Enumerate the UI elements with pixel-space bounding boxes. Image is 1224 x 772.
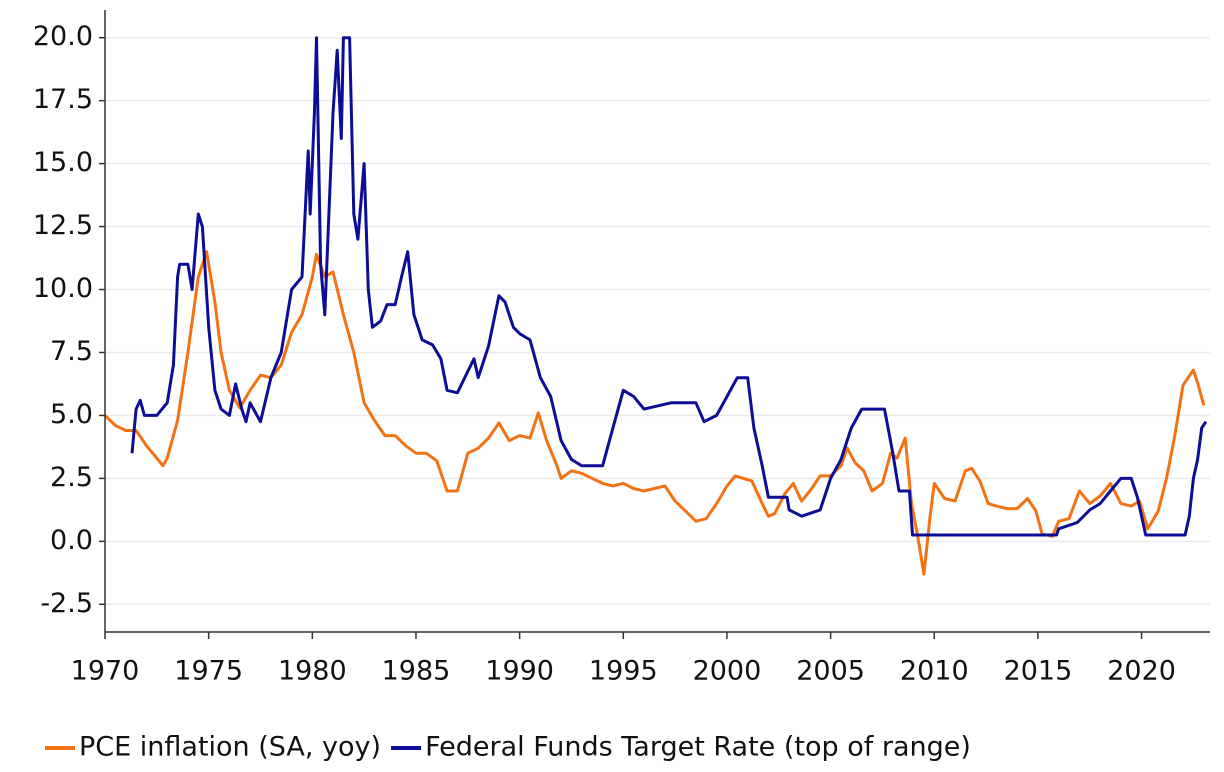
- x-tick-label: 1970: [71, 656, 140, 687]
- legend: PCE inflation (SA, yoy) Federal Funds Tar…: [45, 732, 971, 763]
- series-line: [103, 250, 1206, 576]
- legend-label: PCE inflation (SA, yoy): [79, 732, 381, 763]
- y-tick-label: 15.0: [33, 147, 93, 178]
- x-tick-label: 2010: [900, 656, 969, 687]
- y-tick-label: 7.5: [50, 336, 93, 367]
- y-tick-label: 10.0: [33, 273, 93, 304]
- x-tick-label: 1995: [589, 656, 658, 687]
- x-tick-label: 2000: [693, 656, 762, 687]
- y-tick-label: 5.0: [50, 399, 93, 430]
- x-tick-label: 2015: [1004, 656, 1073, 687]
- x-tick-label: 1975: [174, 656, 243, 687]
- grid: [105, 36, 1210, 606]
- y-tick-label: 20.0: [33, 21, 93, 52]
- y-tick-label: 12.5: [33, 210, 93, 241]
- x-tick-label: 1990: [485, 656, 554, 687]
- series-line: [130, 36, 1208, 537]
- y-tick-label: 17.5: [33, 84, 93, 115]
- x-tick-label: 1980: [278, 656, 347, 687]
- lines: [103, 36, 1208, 576]
- axes: -2.5 0.0 2.5 5.0 7.5 10.0 12.5 15.0 17.5 20.0 1970…: [33, 10, 1210, 687]
- y-tick-label: 2.5: [50, 462, 93, 493]
- y-tick-label: -2.5: [40, 588, 93, 619]
- x-tick-label: 1985: [382, 656, 451, 687]
- legend-label: Federal Funds Target Rate (top of range): [425, 732, 971, 763]
- x-tick-label: 2020: [1107, 656, 1176, 687]
- y-tick-label: 0.0: [50, 525, 93, 556]
- x-tick-label: 2005: [796, 656, 865, 687]
